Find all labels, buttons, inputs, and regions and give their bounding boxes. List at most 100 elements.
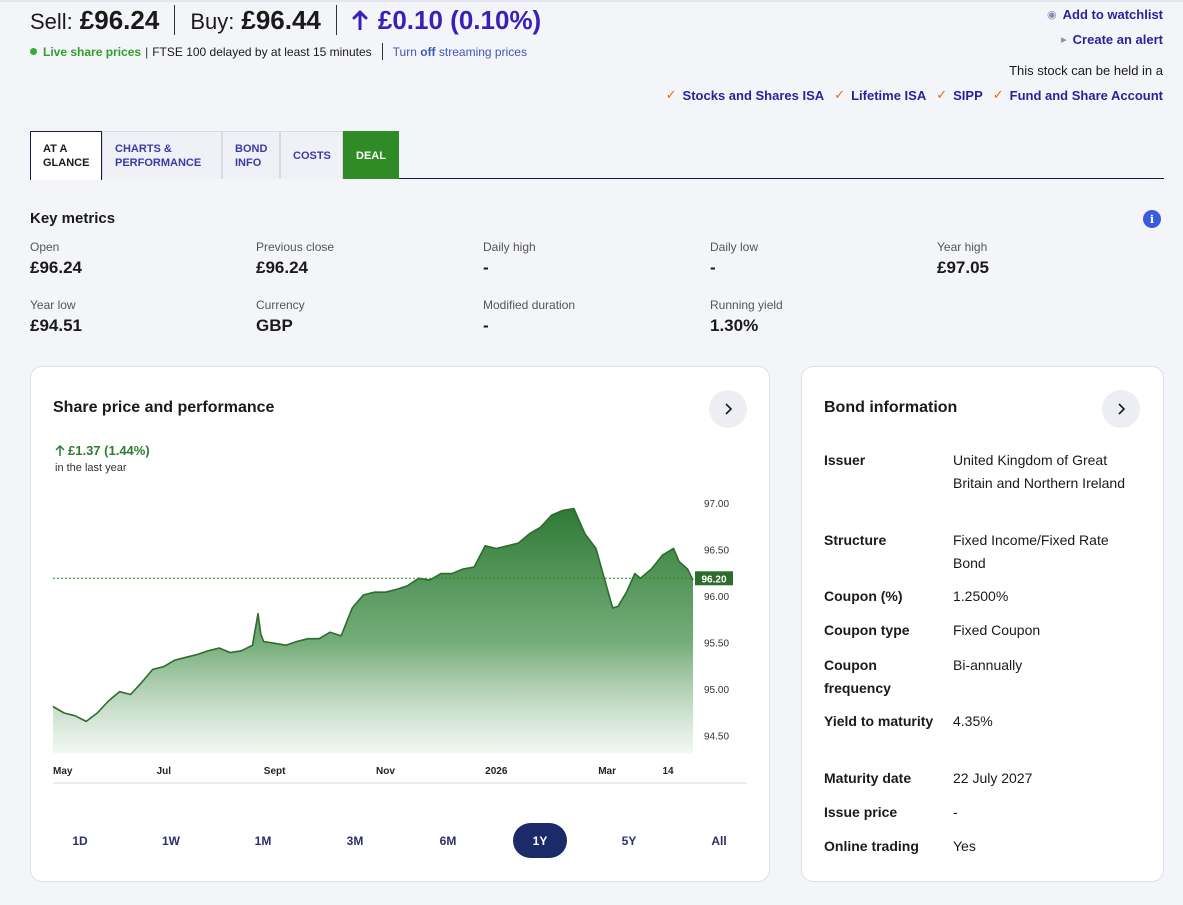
add-to-watchlist-link[interactable]: ◉ Add to watchlist — [1047, 7, 1163, 22]
bond-info-card — [801, 366, 1164, 882]
bond-value: 1.2500% — [953, 588, 1009, 604]
check-icon: ✓ — [665, 87, 677, 102]
bond-value: Yes — [953, 838, 976, 854]
divider — [335, 5, 337, 35]
range-label: 6M — [439, 833, 457, 848]
y-tick-label: 95.00 — [704, 685, 729, 696]
metric-value: - — [483, 258, 489, 277]
info-icon[interactable]: i — [1143, 210, 1161, 228]
bond-card-title: Bond information — [824, 399, 958, 416]
range-5y[interactable]: 5Y — [602, 823, 656, 858]
range-1y[interactable]: 1Y — [513, 823, 567, 858]
price-chart: 97.00 96.50 96.00 95.50 95.00 94.50 96.20 May Ju… — [52, 499, 747, 784]
range-1w[interactable]: 1W — [144, 823, 198, 858]
metric-label: Year high — [937, 240, 988, 254]
metric-label: Currency — [256, 298, 305, 312]
buy-price: Buy: £96.44 — [190, 5, 321, 36]
megaphone-icon: ▸ — [1061, 34, 1067, 46]
metric-previous-close: Previous close £96.24 — [256, 240, 334, 278]
y-tick-label: 97.00 — [704, 499, 729, 510]
x-tick-label: Mar — [598, 766, 616, 777]
tab-costs[interactable]: COSTS — [280, 131, 343, 179]
price-change: £0.10 (0.10%) — [352, 5, 541, 36]
chevron-right-icon — [1118, 403, 1126, 415]
price-change-value: £0.10 (0.10%) — [377, 4, 542, 35]
tab-bond-info[interactable]: BOND INFO — [222, 131, 280, 179]
current-price-label: 96.20 — [701, 574, 726, 585]
range-label: 3M — [346, 833, 364, 848]
streaming-toggle-link[interactable]: Turn off streaming prices — [393, 45, 527, 59]
bond-value: 22 July 2027 — [953, 770, 1033, 786]
live-dot-icon — [30, 48, 37, 55]
metric-value: £94.51 — [30, 316, 82, 335]
tab-label: AT A GLANCE — [43, 143, 90, 169]
bond-more-button[interactable] — [1102, 390, 1140, 428]
account-isa[interactable]: ✓ Stocks and Shares ISA — [666, 87, 825, 103]
bond-key: Issue price — [824, 804, 898, 820]
check-icon: ✓ — [936, 87, 948, 102]
tab-bar: AT A GLANCE CHARTS & PERFORMANCE BOND IN… — [30, 131, 399, 180]
held-in-text: This stock can be held in a — [1009, 63, 1163, 78]
check-icon: ✓ — [834, 87, 846, 102]
divider — [174, 5, 176, 35]
eye-icon: ◉ — [1047, 9, 1057, 21]
metric-value: GBP — [256, 316, 293, 335]
metric-daily-high: Daily high - — [483, 240, 536, 278]
bond-key: Online trading — [824, 838, 919, 854]
sell-value: £96.24 — [79, 4, 160, 35]
y-tick-label: 96.00 — [704, 592, 729, 603]
tab-at-a-glance[interactable]: AT A GLANCE — [30, 131, 102, 180]
chart-card-title: Share price and performance — [53, 399, 275, 416]
range-label: 1W — [162, 833, 180, 848]
bond-value: - — [953, 804, 958, 820]
chart-more-button[interactable] — [709, 390, 747, 428]
current-price-tag — [695, 571, 733, 586]
account-fund[interactable]: ✓ Fund and Share Account — [993, 87, 1163, 103]
x-tick-label: May — [53, 766, 73, 777]
metric-value: £97.05 — [937, 258, 989, 277]
account-lisa[interactable]: ✓ Lifetime ISA — [834, 87, 926, 103]
performance-period: in the last year — [55, 462, 127, 474]
range-6m[interactable]: 6M — [421, 823, 475, 858]
metric-year-high: Year high £97.05 — [937, 240, 989, 278]
performance-value: £1.37 (1.44%) — [68, 443, 150, 458]
tab-deal[interactable]: DEAL — [343, 131, 399, 179]
metric-value: £96.24 — [256, 258, 308, 277]
x-tick-label: Jul — [157, 766, 172, 777]
pipe-separator: | — [145, 44, 149, 59]
metric-currency: Currency GBP — [256, 298, 305, 336]
y-tick-label: 96.50 — [704, 545, 729, 556]
watchlist-label: Add to watchlist — [1062, 7, 1163, 22]
account-sipp[interactable]: ✓ SIPP — [936, 87, 983, 103]
price-line — [52, 507, 694, 723]
bond-value: Bi-annually — [953, 657, 1023, 673]
arrow-up-icon — [55, 444, 65, 456]
check-icon: ✓ — [992, 87, 1004, 102]
bond-value: Fixed Coupon — [953, 622, 1041, 638]
y-tick-label: 95.50 — [704, 638, 729, 649]
metric-value: 1.30% — [710, 316, 759, 335]
tab-label: CHARTS & PERFORMANCE — [115, 142, 202, 169]
metric-modified-duration: Modified duration - — [483, 298, 575, 336]
x-tick-label: Nov — [376, 766, 395, 777]
metric-label: Year low — [30, 298, 76, 312]
bond-key: Structure — [824, 532, 887, 548]
metric-daily-low: Daily low - — [710, 240, 758, 278]
x-tick-label: 2026 — [485, 766, 508, 777]
price-area — [53, 508, 693, 753]
tab-label: BOND INFO — [235, 142, 268, 169]
range-1m[interactable]: 1M — [236, 823, 290, 858]
range-3m[interactable]: 3M — [328, 823, 382, 858]
stream-bold: off — [420, 44, 436, 59]
bond-value: United Kingdom of Great Britain and Nort… — [953, 452, 1125, 491]
metric-label: Running yield — [710, 298, 783, 312]
create-alert-link[interactable]: ▸ Create an alert — [1061, 32, 1163, 47]
range-1d[interactable]: 1D — [53, 823, 107, 858]
live-prices-row: Live share prices | FTSE 100 delayed by … — [30, 43, 527, 60]
tab-charts-performance[interactable]: CHARTS & PERFORMANCE — [102, 131, 222, 179]
bond-key: Coupon frequency — [824, 657, 891, 696]
bond-key: Coupon (%) — [824, 588, 903, 604]
metric-open: Open £96.24 — [30, 240, 82, 278]
metric-label: Previous close — [256, 240, 335, 254]
range-all[interactable]: All — [692, 823, 746, 858]
